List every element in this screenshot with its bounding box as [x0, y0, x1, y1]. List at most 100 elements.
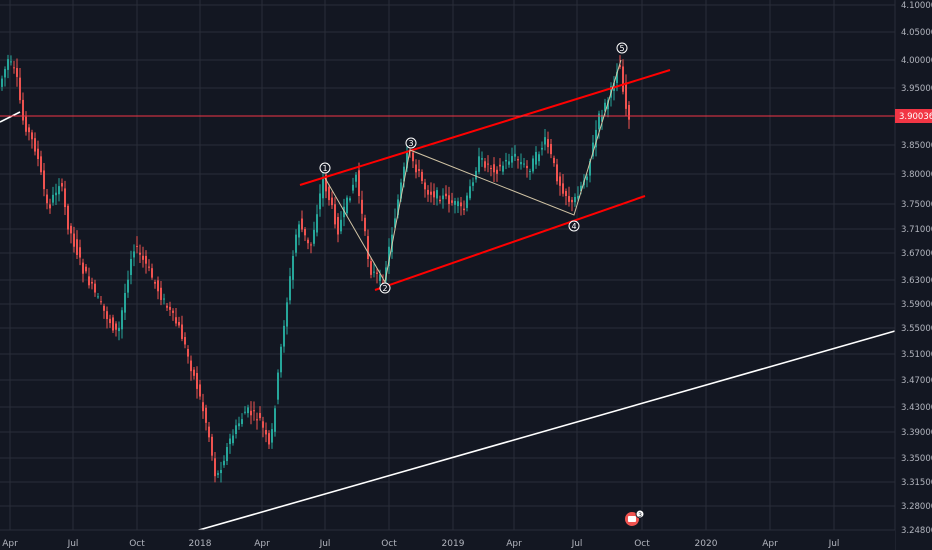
wave-label-2[interactable]: 2	[379, 282, 391, 294]
channel-upper-line[interactable]	[299, 69, 671, 186]
candle-body	[484, 161, 486, 168]
candle-body	[511, 156, 513, 163]
candle-body	[70, 225, 72, 234]
candle-body	[13, 67, 15, 69]
trendline-fragment[interactable]	[0, 111, 21, 123]
candle-body	[160, 287, 162, 300]
channel-lower-line[interactable]	[374, 195, 646, 291]
candle-body	[169, 306, 171, 310]
candle-body	[469, 186, 471, 199]
candle-body	[319, 193, 321, 210]
candle-body	[424, 182, 426, 190]
candle-body	[31, 132, 33, 140]
candle-body	[97, 296, 99, 298]
candle-body	[163, 298, 165, 300]
candle-body	[361, 199, 363, 214]
event-badge[interactable]: 3	[625, 509, 645, 526]
candle-body	[265, 429, 267, 435]
candle-body	[124, 292, 126, 313]
candle-body	[217, 473, 219, 475]
candle-body	[448, 195, 450, 205]
wave-label-text: 5	[619, 44, 624, 53]
candle-body	[253, 410, 255, 412]
candle-body	[58, 186, 60, 195]
wave-label-circle	[616, 42, 628, 54]
candle-body	[85, 266, 87, 272]
candle-body	[607, 100, 609, 110]
candle-body	[562, 183, 564, 194]
candle-body	[37, 148, 39, 160]
candle-body	[508, 161, 510, 165]
x-tick-label: Oct	[634, 539, 650, 549]
candle-body	[91, 281, 93, 284]
candle-body	[478, 156, 480, 172]
wave-label-1[interactable]: 1	[319, 162, 331, 174]
x-tick-label: 2020	[695, 539, 718, 549]
candle-body	[481, 158, 483, 160]
candle-body	[592, 142, 594, 157]
x-tick-label: Apr	[506, 539, 522, 549]
candle-body	[616, 71, 618, 83]
candle-body	[538, 154, 540, 162]
candle-body	[496, 169, 498, 174]
candle-body	[337, 217, 339, 235]
candle-body	[139, 252, 141, 255]
candle-body	[4, 69, 6, 78]
x-tick-label: Jul	[67, 539, 79, 549]
candle-body	[199, 384, 201, 397]
candle-body	[10, 61, 12, 63]
candle-body	[574, 196, 576, 203]
candle-body	[292, 255, 294, 280]
candle-body	[64, 188, 66, 208]
drawings[interactable]: 1 2 3 4 5 3	[0, 42, 896, 533]
candle-body	[601, 114, 603, 122]
candle-body	[178, 321, 180, 326]
candle-body	[127, 279, 129, 293]
candle-body	[184, 337, 186, 345]
candle-body	[277, 372, 279, 400]
long-term-support-trendline[interactable]	[191, 330, 896, 533]
current-price-tag-bg	[895, 109, 932, 123]
wave-label-4[interactable]: 4	[568, 220, 580, 232]
candle-body	[421, 171, 423, 181]
candle-body	[136, 245, 138, 247]
candle-body	[457, 201, 459, 207]
candle-body	[256, 419, 258, 421]
candle-body	[550, 144, 552, 155]
candle-body	[565, 191, 567, 197]
candle-body	[436, 190, 438, 199]
candle-body	[331, 197, 333, 206]
candle-body	[175, 317, 177, 324]
x-tick-label: Apr	[762, 539, 778, 549]
x-tick-label: Apr	[254, 539, 270, 549]
candle-body	[454, 200, 456, 205]
wave-label-circle	[405, 137, 417, 149]
candle-body	[475, 170, 477, 180]
candle-body	[379, 274, 381, 281]
candle-body	[73, 233, 75, 247]
candle-body	[532, 158, 534, 172]
candle-body	[43, 170, 45, 190]
candle-body	[46, 194, 48, 204]
candle-body	[310, 244, 312, 246]
candle-body	[55, 192, 57, 196]
candle-body	[205, 407, 207, 423]
candle-body	[106, 311, 108, 320]
current-price-tag-text: 3.90036	[899, 112, 932, 122]
candle-body	[307, 239, 309, 244]
event-badge-flag-icon	[628, 516, 636, 522]
candle-body	[22, 99, 24, 121]
candle-body	[499, 164, 501, 167]
candle-body	[286, 302, 288, 327]
candle-body	[109, 318, 111, 324]
wave-label-3[interactable]: 3	[405, 137, 417, 149]
candle-body	[325, 174, 327, 192]
wave-label-5[interactable]: 5	[616, 42, 628, 54]
wave-label-text: 4	[571, 222, 576, 231]
y-tick-label: 4.00000	[901, 56, 932, 66]
elliott-wave-path[interactable]	[324, 59, 622, 284]
y-tick-label: 3.51000	[901, 350, 932, 360]
candle-body	[502, 165, 504, 172]
